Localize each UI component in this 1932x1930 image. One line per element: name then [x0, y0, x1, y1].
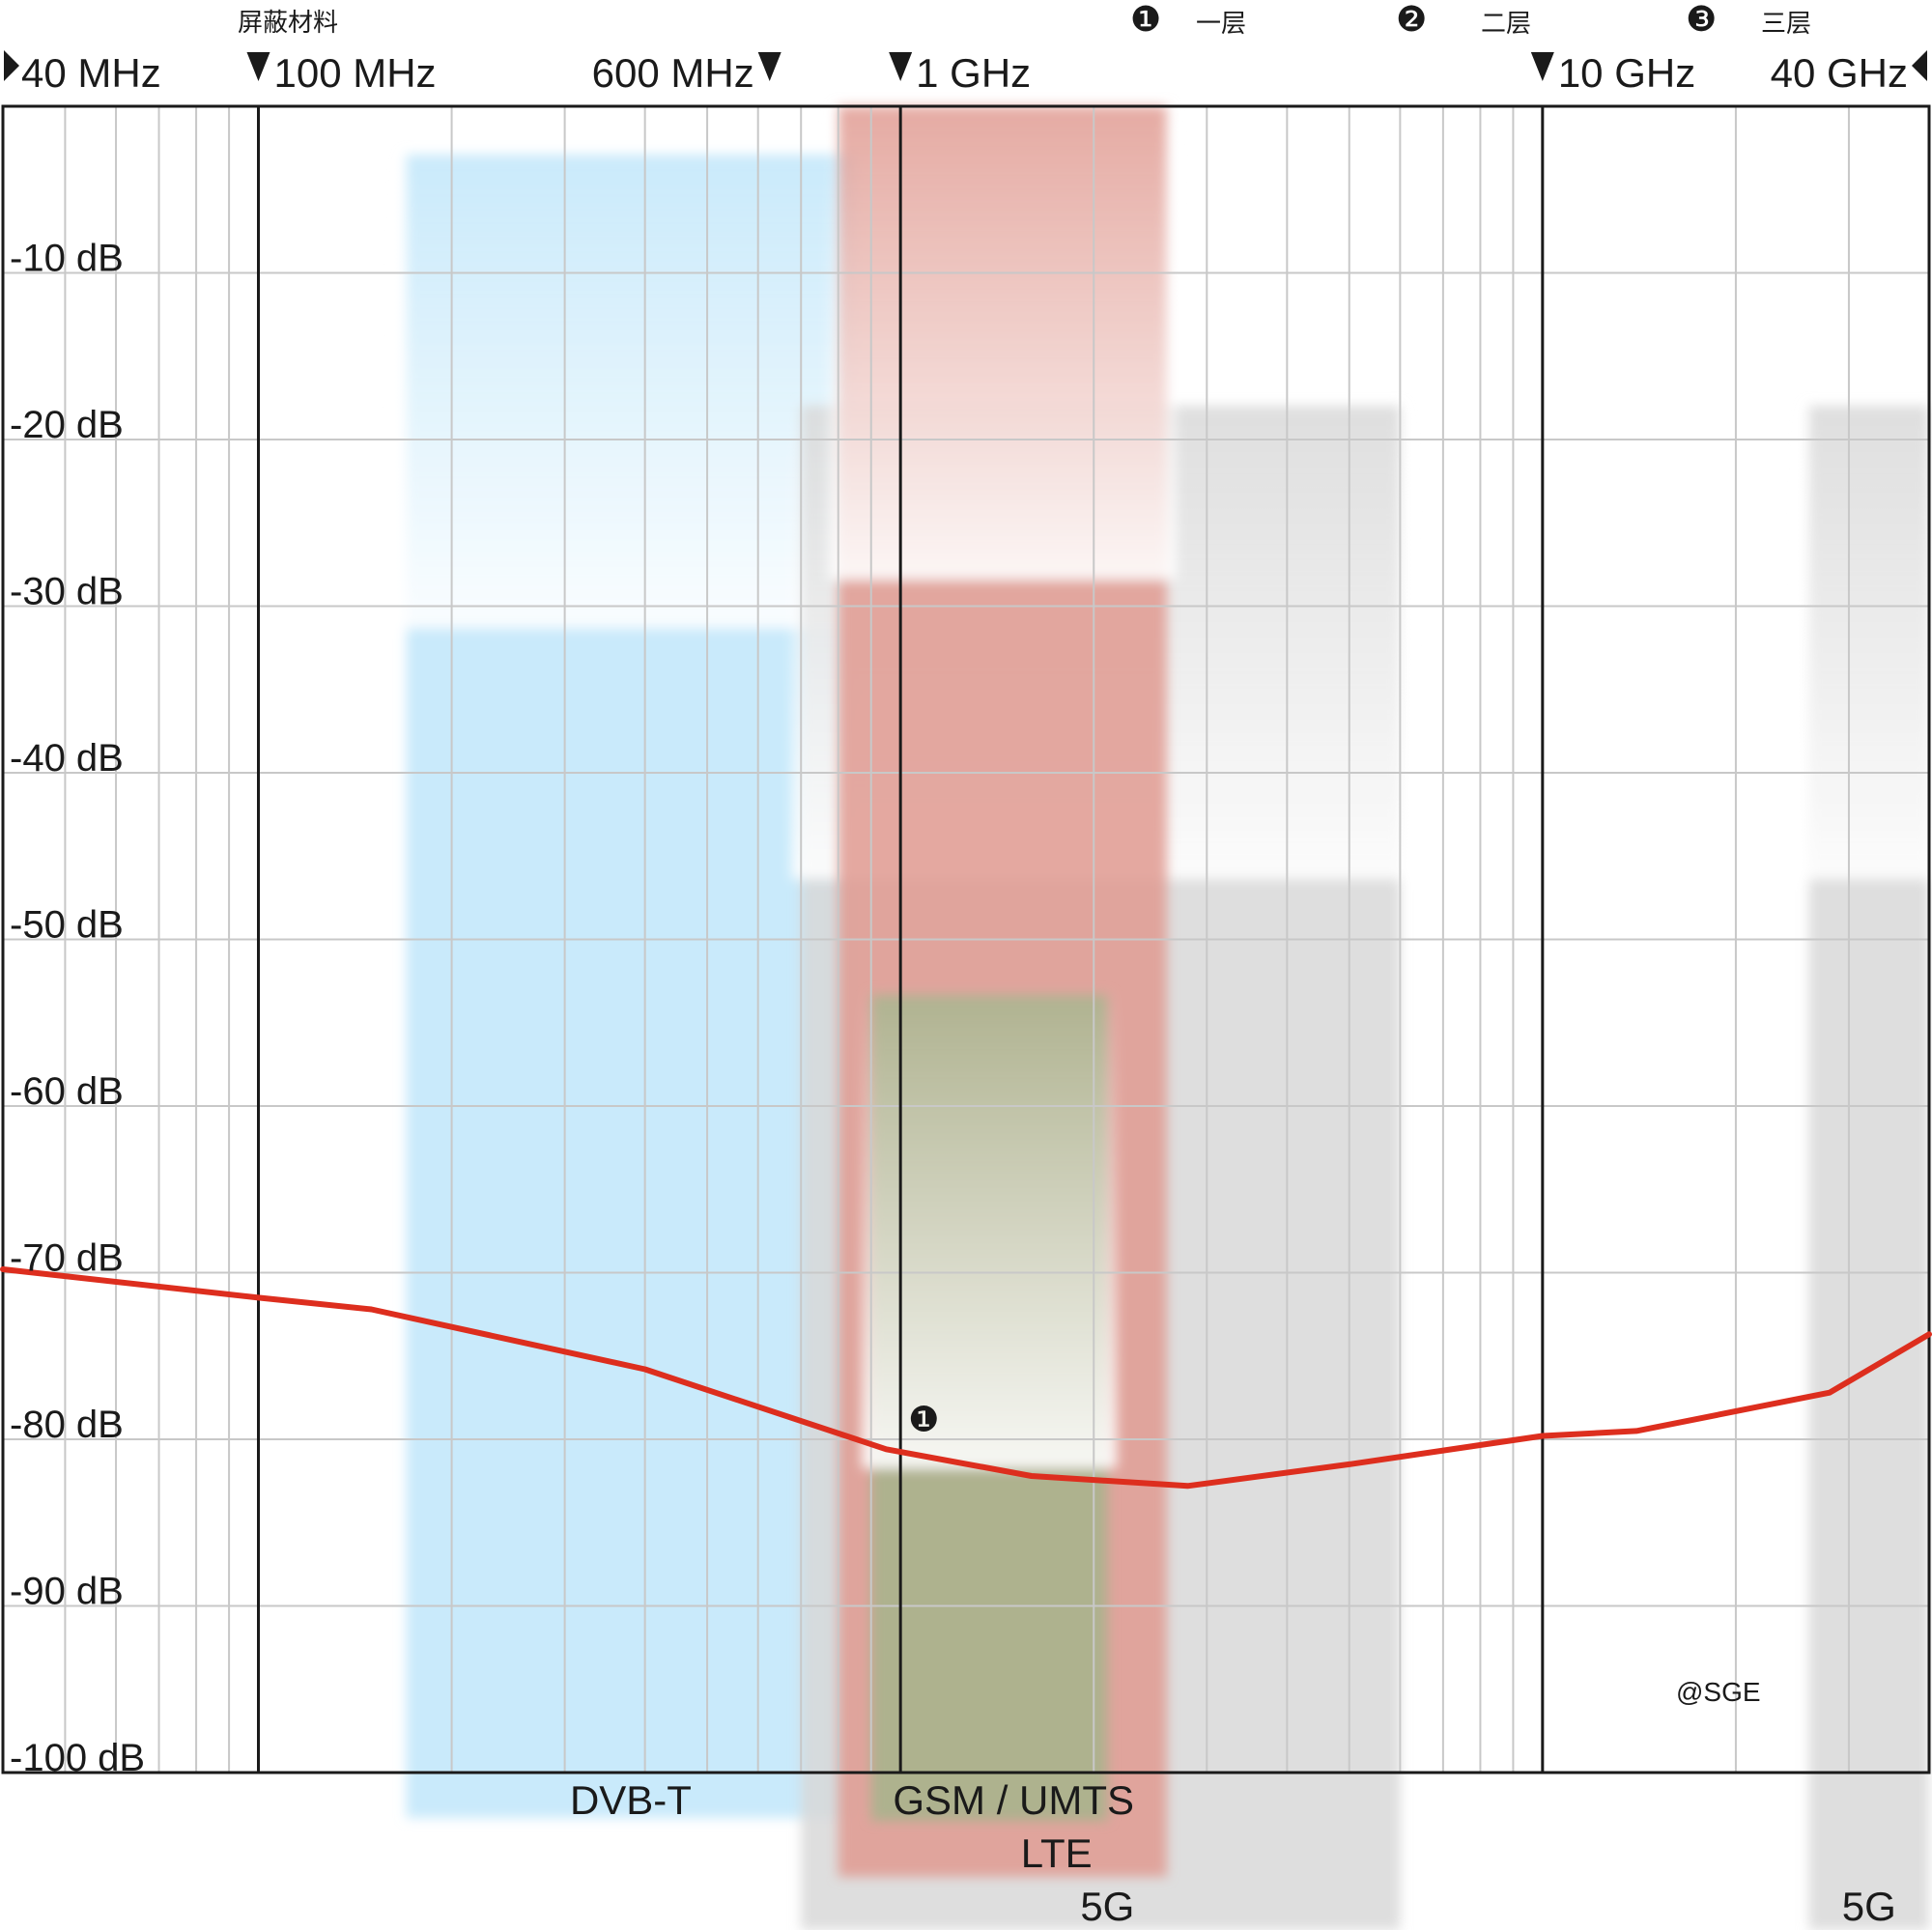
layer-1-label: 一层 [1196, 9, 1246, 38]
watermark: @SGE [1676, 1677, 1761, 1707]
y-tick-label: -40 dB [10, 737, 124, 780]
band-fade-2 [828, 97, 1177, 580]
layer-2-label: 二层 [1481, 9, 1531, 38]
frequency-labels: 40 MHz 100 MHz 600 MHz 1 GHz 10 GHz 40 GHz [4, 50, 1927, 96]
chart-title: 屏蔽材料 [238, 8, 338, 37]
plot-frame [1, 104, 1931, 1774]
freq-label: 1 GHz [916, 50, 1031, 96]
series-marker-0: ❶ [908, 1399, 939, 1438]
series-line-0 [0, 1266, 1932, 1490]
band-3 [861, 985, 1118, 1821]
y-tick-label: -80 dB [10, 1404, 124, 1446]
y-tick-label: -20 dB [10, 404, 124, 446]
major-grid [256, 106, 1545, 1773]
layer-3-marker: ❸ [1686, 0, 1717, 39]
band-0 [396, 145, 866, 1818]
frequency-bands [396, 97, 1932, 1930]
freq-label: 40 MHz [21, 50, 161, 96]
layer-2-marker: ❷ [1396, 0, 1427, 39]
marker-triangle [246, 52, 270, 81]
freq-label: 40 GHz [1771, 50, 1908, 96]
attenuation-curve: ❶ [0, 1266, 1932, 1490]
band-label-4: 5G [1842, 1884, 1896, 1929]
marker-triangle [757, 52, 781, 81]
marker-triangle [889, 52, 913, 81]
freq-label: 100 MHz [273, 50, 436, 96]
y-tick-label: -30 dB [10, 571, 124, 613]
band-fade-4 [1799, 396, 1932, 879]
marker-triangle [1912, 50, 1927, 81]
band-label-2: LTE [1021, 1831, 1093, 1876]
y-axis-labels: -10 dB -20 dB -30 dB -40 dB -50 dB -60 dB -70 … [10, 238, 145, 1780]
band-fade-0 [396, 145, 866, 628]
layer-1-marker: ❶ [1130, 0, 1161, 39]
band-4 [1799, 396, 1932, 1930]
layer-legend: ❶ 一层 ❷ 二层 ❸ 三层 [1130, 0, 1811, 39]
band-label-0: DVB-T [570, 1777, 692, 1823]
marker-triangle [4, 50, 19, 81]
freq-label: 600 MHz [592, 50, 754, 96]
y-tick-label: -60 dB [10, 1070, 124, 1113]
band-label-3: GSM / UMTS [893, 1777, 1134, 1823]
freq-label: 10 GHz [1558, 50, 1695, 96]
y-tick-label: -90 dB [10, 1571, 124, 1613]
y-tick-label: -10 dB [10, 238, 124, 280]
marker-triangle [1530, 52, 1554, 81]
y-tick-label: -50 dB [10, 904, 124, 947]
minor-grid [3, 106, 1929, 1773]
layer-3-label: 三层 [1761, 9, 1811, 38]
band-labels: DVB-T 5G LTE GSM / UMTS 5G [570, 1777, 1896, 1929]
y-tick-label: -70 dB [10, 1237, 124, 1280]
band-fade-3 [861, 985, 1118, 1468]
band-label-1: 5G [1080, 1884, 1134, 1929]
y-tick-label: -100 dB [10, 1737, 145, 1779]
